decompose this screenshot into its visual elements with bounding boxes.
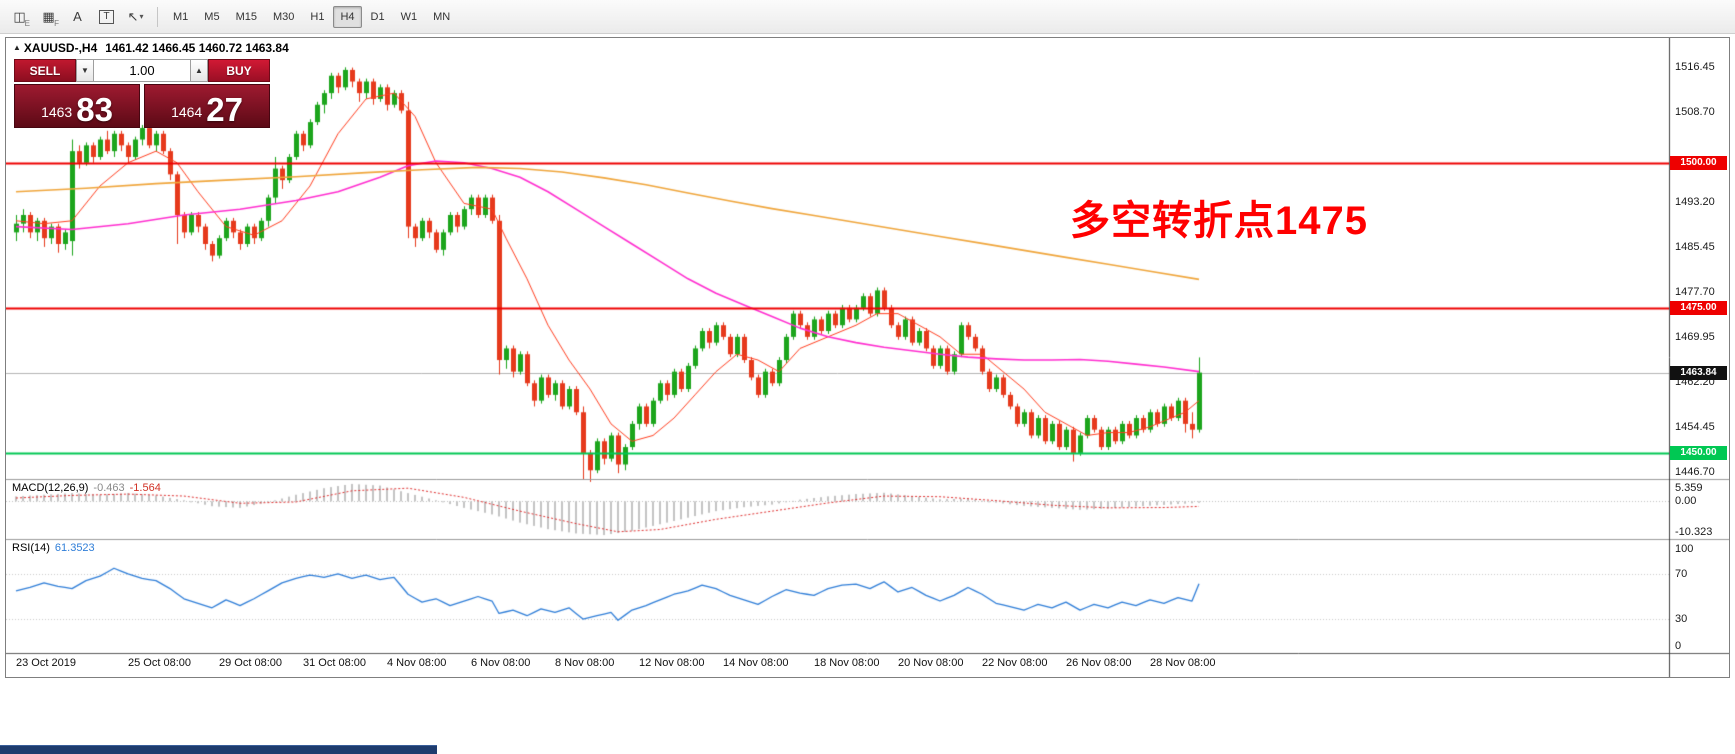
time-label: 25 Oct 08:00	[128, 657, 191, 669]
time-label: 14 Nov 08:00	[723, 657, 789, 669]
sell-price-tile[interactable]: 1463 83	[14, 84, 140, 128]
time-label: 22 Nov 08:00	[982, 657, 1048, 669]
symbol-period-label: XAUUSD-,H4	[23, 41, 98, 55]
buy-button[interactable]: BUY	[208, 59, 270, 82]
time-label: 23 Oct 2019	[16, 657, 76, 669]
sell-price-main: 1463	[41, 104, 73, 120]
macd-value-signal: -1.564	[129, 482, 161, 494]
chart-canvas[interactable]	[6, 38, 1729, 677]
timeframe-m5-button[interactable]: M5	[204, 10, 220, 23]
buy-price-main: 1464	[171, 104, 203, 120]
rsi-axis-label: 30	[1675, 613, 1688, 626]
chart-window: ▲ XAUUSD-,H4 1461.42 1466.45 1460.72 1463.…	[5, 37, 1730, 678]
lot-size-input[interactable]	[94, 59, 190, 82]
toolbar-separator	[157, 6, 158, 27]
rsi-value: 61.3523	[54, 542, 95, 554]
sell-button[interactable]: SELL	[14, 59, 76, 82]
time-label: 28 Nov 08:00	[1150, 657, 1216, 669]
caret-up-icon: ▲	[195, 66, 203, 75]
time-label: 12 Nov 08:00	[639, 657, 705, 669]
ohlc-values: 1461.42 1466.45 1460.72 1463.84	[105, 41, 289, 55]
rsi-axis-label: 70	[1675, 567, 1688, 580]
text-label-icon[interactable]: A	[73, 9, 82, 24]
collapse-triangle-icon: ▲	[13, 43, 21, 52]
macd-axis-label: 0.00	[1675, 495, 1697, 508]
current-price-label: 1463.84	[1670, 365, 1727, 380]
price-axis[interactable]: 1516.45 1508.70 1493.20 1485.45 1477.70 1469.…	[1669, 38, 1729, 677]
price-tick-label: 1493.20	[1675, 196, 1715, 209]
rsi-axis-label: 0	[1675, 640, 1682, 652]
candlestick-chart-icon[interactable]: ◫ E	[13, 8, 30, 28]
timeframe-h4-button[interactable]: H4	[333, 5, 362, 28]
price-tick-label: 1477.70	[1675, 286, 1715, 299]
price-tick-label: 1508.70	[1675, 106, 1715, 119]
time-label: 18 Nov 08:00	[814, 657, 880, 669]
terminal-window-fragment	[0, 745, 437, 754]
time-label: 31 Oct 08:00	[303, 657, 366, 669]
toolbar: ◫ E ▦ F A T ↖ ▾ M1 M5 M15 M30 H1 H4 D1 W1 MN	[0, 0, 1735, 34]
macd-axis-label: 5.359	[1675, 482, 1703, 494]
time-label: 4 Nov 08:00	[387, 657, 447, 669]
price-tick-label: 1516.45	[1675, 61, 1715, 74]
indicators-grid-icon[interactable]: ▦ F	[42, 8, 59, 28]
timeframe-m1-button[interactable]: M1	[173, 10, 189, 23]
time-label: 29 Oct 08:00	[219, 657, 282, 669]
time-label: 6 Nov 08:00	[471, 657, 531, 669]
timeframe-d1-button[interactable]: D1	[370, 10, 385, 23]
rsi-name: RSI(14)	[12, 542, 50, 554]
price-level-label: 1475.00	[1670, 300, 1727, 315]
timeframe-mn-button[interactable]: MN	[433, 10, 451, 23]
buy-price-tile[interactable]: 1464 27	[144, 84, 270, 128]
timeframe-h1-button[interactable]: H1	[310, 10, 325, 23]
price-tick-label: 1469.95	[1675, 331, 1715, 344]
timeframe-m15-button[interactable]: M15	[235, 10, 257, 23]
time-label: 20 Nov 08:00	[898, 657, 964, 669]
price-level-label: 1450.00	[1670, 445, 1727, 460]
time-label: 8 Nov 08:00	[555, 657, 615, 669]
time-label: 26 Nov 08:00	[1066, 657, 1132, 669]
timeframe-m30-button[interactable]: M30	[272, 10, 295, 23]
macd-label: MACD(12,26,9) -0.463 -1.564	[12, 482, 161, 494]
price-tick-label: 1454.45	[1675, 421, 1715, 434]
rsi-label: RSI(14) 61.3523	[12, 542, 95, 554]
buy-price-pips: 27	[206, 90, 243, 128]
lot-increase-button[interactable]: ▲	[190, 59, 208, 82]
chart-title: ▲ XAUUSD-,H4 1461.42 1466.45 1460.72 1463.…	[13, 41, 289, 55]
price-level-label: 1500.00	[1670, 155, 1727, 170]
macd-name: MACD(12,26,9)	[12, 482, 89, 494]
rsi-axis-label: 100	[1675, 543, 1694, 555]
price-tick-label: 1485.45	[1675, 241, 1715, 254]
timeframe-group: M1 M5 M15 M30 H1 H4 D1 W1 MN	[166, 5, 457, 28]
time-axis[interactable]: 23 Oct 2019 25 Oct 08:00 29 Oct 08:00 31 Oc…	[6, 654, 1669, 677]
chart-annotation: 多空转折点1475	[1070, 199, 1368, 243]
line-studies-icon[interactable]: ↖ ▾	[127, 8, 144, 24]
price-tick-label: 1446.70	[1675, 466, 1715, 479]
sell-price-pips: 83	[76, 90, 113, 128]
timeframe-w1-button[interactable]: W1	[400, 10, 418, 23]
macd-value-main: -0.463	[93, 482, 125, 494]
macd-axis-label: -10.323	[1675, 526, 1713, 538]
template-icon[interactable]: T	[93, 5, 120, 29]
caret-down-icon: ▼	[81, 66, 89, 75]
lot-decrease-button[interactable]: ▼	[76, 59, 94, 82]
one-click-trading-panel: SELL ▼ ▲ BUY 1463 83 1464 27	[14, 59, 274, 128]
toolbar-tools: ◫ E ▦ F A T ↖ ▾	[6, 5, 149, 29]
